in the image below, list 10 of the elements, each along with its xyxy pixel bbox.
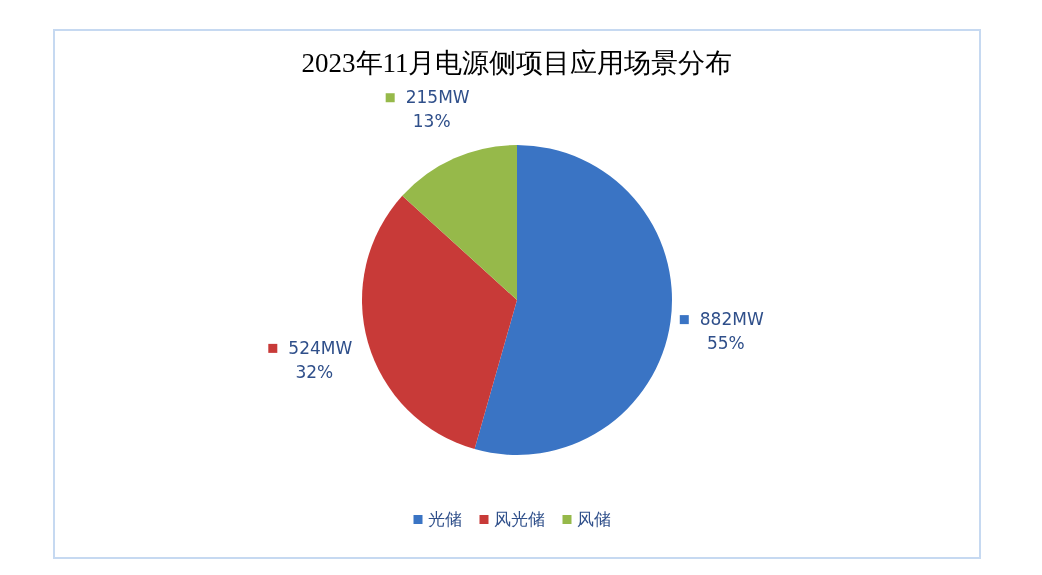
pie-slice <box>362 195 517 450</box>
legend-label: 风光储 <box>493 509 545 529</box>
legend-label: 风储 <box>576 509 611 529</box>
data-label: 215MW 13% <box>405 87 470 132</box>
data-label: 882MW 55% <box>699 309 764 354</box>
data-label: 524MW 32% <box>288 337 353 382</box>
legend-label: 光储 <box>427 509 462 529</box>
pie-slice <box>402 145 517 300</box>
pie-slice <box>474 145 672 455</box>
chart-title: 2023年11月电源侧项目应用场景分布 <box>301 48 733 78</box>
